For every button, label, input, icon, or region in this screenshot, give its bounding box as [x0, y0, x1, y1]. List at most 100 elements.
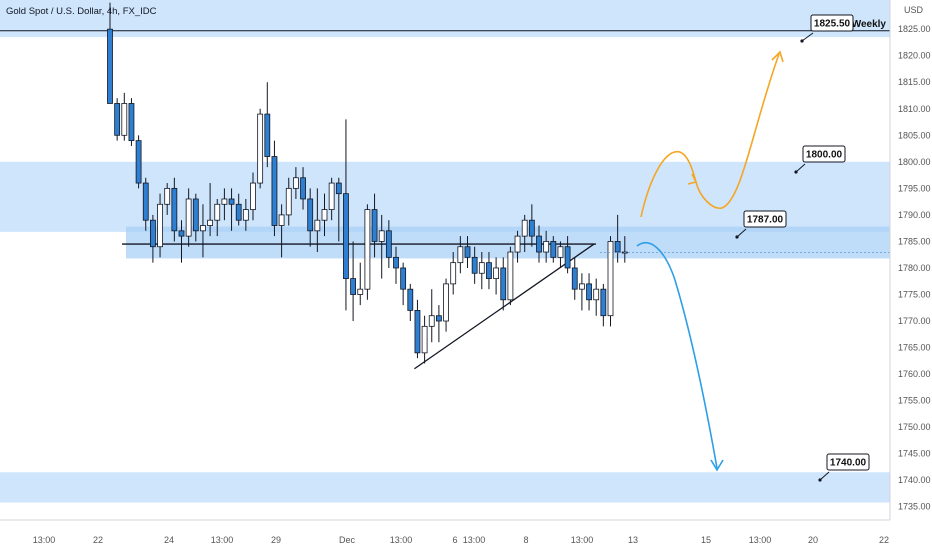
y-tick-label: 1745.00: [898, 449, 931, 459]
candle-up: [200, 225, 206, 232]
x-tick-label: 24: [164, 535, 174, 545]
candle-down: [235, 203, 242, 221]
candle-up: [607, 241, 614, 317]
bearish-arrowhead: [710, 459, 724, 472]
x-tick-label: 8: [523, 535, 528, 545]
candle-down: [614, 241, 621, 253]
x-tick-label: 15: [701, 535, 711, 545]
candle-up: [292, 177, 299, 189]
candle-up: [157, 203, 163, 248]
candle-up: [221, 198, 228, 205]
candle-up: [257, 113, 264, 184]
candle-down: [142, 182, 149, 221]
candle-down: [586, 283, 592, 301]
candle-down: [307, 198, 314, 232]
candle-down: [400, 267, 407, 290]
y-tick-label: 1810.00: [898, 104, 931, 114]
candle-up: [457, 246, 464, 264]
candle-down: [414, 310, 421, 354]
candle-up: [357, 288, 364, 295]
candle-down: [407, 288, 414, 311]
x-tick-label: 13:00: [749, 535, 772, 545]
candle-down: [228, 198, 235, 205]
zone-3: [0, 472, 890, 503]
y-tick-label: 1750.00: [898, 422, 931, 432]
weekly-label: Weekly: [852, 19, 887, 30]
y-tick-label: 1800.00: [898, 157, 931, 167]
callout-leader: [795, 163, 806, 173]
y-tick-label: 1815.00: [898, 77, 931, 87]
level-callout-box: [810, 14, 854, 32]
callout-leader: [736, 228, 747, 238]
candle-up: [507, 251, 514, 301]
candle-up: [428, 315, 435, 327]
y-tick-label: 1775.00: [898, 289, 931, 299]
candle-down: [471, 256, 478, 274]
projection-paths: [636, 50, 784, 472]
y-tick-label: 1780.00: [898, 263, 931, 273]
bullish-arrowhead: [771, 50, 784, 63]
callout-anchor: [800, 39, 804, 43]
x-tick-label: 6: [452, 535, 457, 545]
candle-up: [314, 219, 321, 232]
candle-up: [285, 187, 292, 216]
candle-down: [528, 219, 535, 237]
ascending-trendline: [414, 243, 595, 370]
candle-down: [264, 113, 271, 157]
candle-down: [343, 193, 349, 279]
candle-down: [107, 28, 113, 104]
candle-down: [393, 256, 399, 269]
x-tick-label: 13:00: [571, 535, 594, 545]
x-tick-label: 22: [879, 535, 889, 545]
candle-down: [385, 230, 392, 258]
y-tick-label: 1790.00: [898, 210, 931, 220]
candle-up: [185, 198, 192, 237]
candle-up: [443, 283, 449, 322]
candle-up: [164, 187, 171, 205]
candle-down: [300, 177, 306, 200]
y-tick-label: 1820.00: [898, 51, 931, 61]
x-tick-label: 13: [628, 535, 638, 545]
bullish-projection: [640, 53, 780, 218]
candle-up: [579, 283, 585, 290]
y-tick-label: 1740.00: [898, 475, 931, 485]
y-tick-label: 1755.00: [898, 396, 931, 406]
x-tick-label: 29: [271, 535, 281, 545]
candles-layer: [107, 2, 628, 364]
candle-down: [271, 156, 278, 226]
candle-down: [350, 278, 357, 295]
candle-up: [278, 214, 285, 226]
callout-anchor: [735, 235, 739, 239]
candle-up: [514, 235, 521, 253]
callout-leader: [819, 471, 830, 481]
candle-up: [121, 103, 128, 136]
y-tick-label: 1735.00: [898, 502, 931, 512]
y-tick-label: 1760.00: [898, 369, 931, 379]
y-tick-label: 1765.00: [898, 343, 931, 353]
y-tick-label: 1805.00: [898, 130, 931, 140]
x-tick-label: 13:00: [463, 535, 486, 545]
level-callout-box: [802, 145, 846, 163]
candle-down: [536, 235, 542, 253]
x-tick-label: 13:00: [390, 535, 413, 545]
candle-down: [500, 267, 507, 301]
candle-down: [114, 103, 121, 136]
y-tick-label: 1770.00: [898, 316, 931, 326]
candle-down: [178, 230, 185, 237]
candle-down: [600, 288, 607, 317]
currency-label: USD: [904, 5, 924, 15]
level-callout-text: 1825.50: [814, 19, 851, 30]
candle-up: [378, 230, 385, 242]
candle-up: [207, 219, 214, 226]
bullish-arrow-mid: [687, 173, 698, 185]
candle-up: [321, 209, 328, 221]
candle-up: [214, 203, 221, 221]
bearish-projection: [636, 242, 718, 469]
level-callout-box: [826, 453, 870, 471]
candle-up: [250, 182, 256, 210]
chart-title: Gold Spot / U.S. Dollar, 4h, FX_IDC: [6, 6, 157, 17]
candle-up: [593, 288, 600, 301]
